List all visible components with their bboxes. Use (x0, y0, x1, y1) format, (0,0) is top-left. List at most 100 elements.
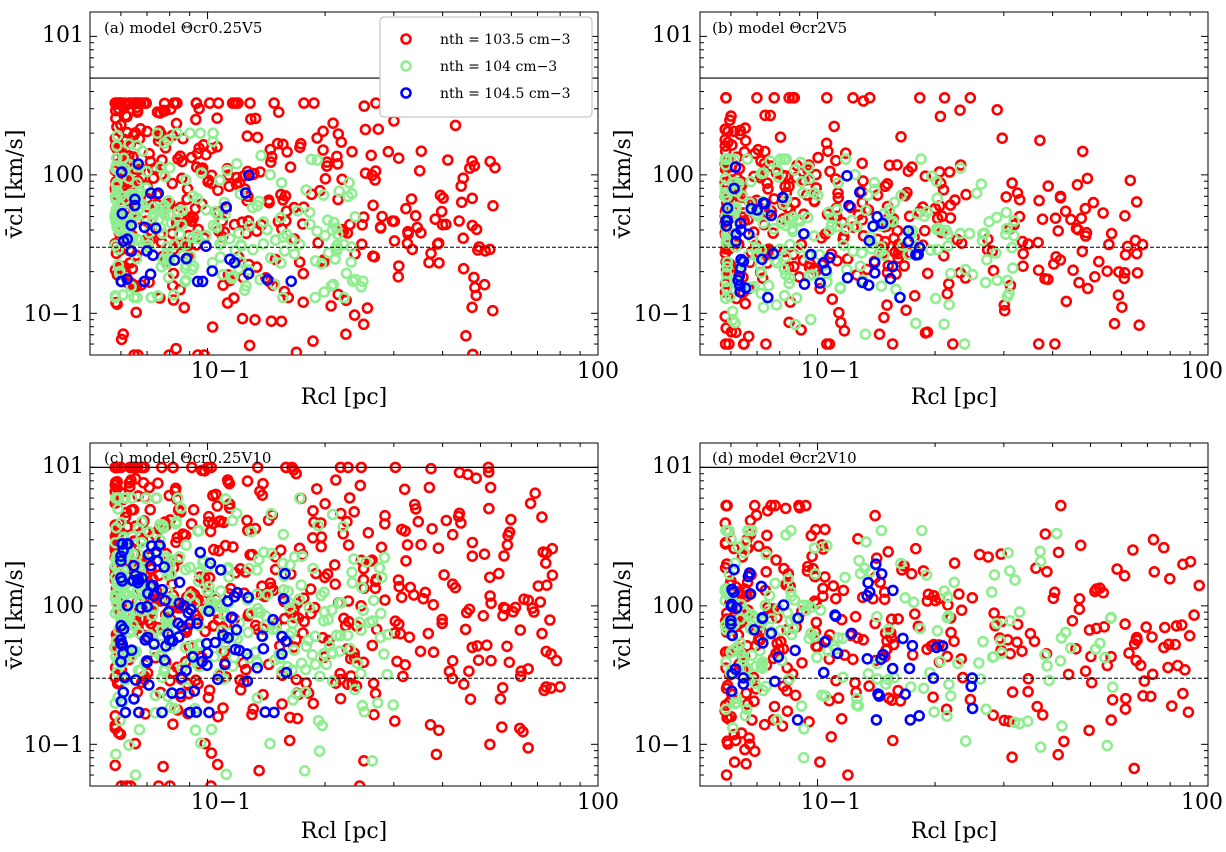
data-point-red (495, 721, 508, 733)
data-point-red (331, 150, 343, 163)
data-point-red (1076, 145, 1089, 158)
data-point-green (284, 602, 296, 615)
data-point-red (782, 567, 795, 580)
data-point-red (1193, 579, 1205, 592)
data-point-green (201, 585, 214, 597)
data-point-red (466, 641, 479, 654)
data-point-red (386, 215, 399, 227)
data-point-red (1112, 289, 1125, 302)
data-point-blue (117, 623, 130, 635)
data-point-red (528, 606, 540, 618)
data-point-red (264, 143, 277, 156)
panel-a-ytick-label-2: 101 (42, 23, 84, 48)
data-point-red (842, 769, 854, 781)
data-point-red (413, 165, 426, 177)
data-point-green (851, 692, 863, 705)
data-point-green (333, 185, 346, 197)
data-point-red (1116, 301, 1128, 314)
data-point-blue (139, 634, 152, 646)
data-point-red (354, 479, 367, 492)
data-point-red (158, 97, 171, 110)
data-point-green (140, 492, 152, 504)
data-point-green (242, 626, 254, 639)
data-point-green (895, 189, 907, 202)
data-point-blue (861, 652, 874, 665)
data-point-green (209, 205, 222, 218)
data-point-red (524, 497, 537, 510)
data-point-green (952, 657, 964, 670)
data-point-red (814, 282, 826, 295)
data-point-red (477, 609, 490, 622)
data-point-red (241, 130, 254, 142)
data-point-red (928, 589, 940, 602)
data-point-green (1003, 564, 1016, 577)
data-point-green (771, 164, 784, 176)
data-point-blue (886, 662, 899, 675)
data-point-red (1075, 212, 1088, 225)
data-point-green (300, 640, 313, 653)
data-point-red (1058, 735, 1070, 748)
data-point-red (214, 515, 227, 527)
data-point-blue (936, 640, 949, 652)
data-point-red (799, 499, 812, 512)
data-point-red (540, 579, 553, 592)
data-point-blue (875, 568, 888, 580)
data-point-red (124, 780, 137, 786)
data-point-red (432, 542, 445, 555)
data-point-green (111, 492, 124, 504)
data-point-red (226, 97, 239, 109)
data-point-red (1059, 205, 1072, 218)
data-point-red (945, 626, 957, 639)
data-point-blue (138, 221, 151, 234)
data-point-green (112, 503, 124, 515)
data-point-red (1182, 706, 1195, 719)
panel-b-xtick-label-0: 10−1 (801, 359, 861, 384)
data-point-green (797, 187, 809, 199)
data-point-red (466, 550, 479, 563)
data-point-red (128, 349, 140, 355)
data-point-red (375, 541, 388, 554)
data-point-red (366, 554, 378, 567)
data-point-blue (798, 278, 811, 291)
data-point-blue (180, 252, 193, 265)
data-point-blue (868, 256, 881, 269)
data-point-red (471, 244, 484, 256)
data-point-green (803, 632, 816, 645)
data-point-green (899, 591, 911, 604)
data-point-red (241, 475, 254, 487)
data-point-blue (188, 685, 201, 697)
data-point-green (811, 651, 823, 664)
data-point-green (725, 646, 737, 658)
data-point-blue (142, 548, 155, 561)
data-point-red (466, 536, 479, 549)
data-point-red (469, 281, 481, 294)
data-point-red (819, 523, 831, 536)
data-point-green (363, 616, 376, 629)
data-point-green (325, 604, 338, 616)
data-point-green (234, 188, 247, 200)
data-point-red (166, 177, 179, 190)
data-point-red (1060, 295, 1073, 308)
data-point-red (397, 670, 409, 683)
panel-a-ylabel: v̄cl [km/s] (3, 130, 28, 240)
data-point-red (735, 727, 748, 739)
data-point-red (264, 156, 277, 168)
data-point-green (795, 700, 808, 712)
data-point-green (217, 268, 229, 281)
panel-d-title: (d) model Θcr2V10 (712, 449, 857, 467)
data-point-blue (230, 623, 243, 636)
data-point-blue (180, 664, 192, 677)
data-point-red (828, 120, 841, 133)
data-point-blue (267, 613, 279, 626)
data-point-red (857, 633, 870, 646)
panel-d-ytick-label-1: 100 (652, 594, 694, 619)
data-point-green (224, 233, 236, 245)
panel-d-xlabel: Rcl [pc] (911, 819, 998, 844)
panel-c-ytick-label-2: 101 (42, 454, 84, 479)
data-point-green (149, 706, 162, 719)
data-point-red (367, 250, 379, 263)
data-point-green (344, 642, 357, 655)
data-point-blue (145, 559, 157, 572)
data-point-blue (242, 267, 255, 280)
